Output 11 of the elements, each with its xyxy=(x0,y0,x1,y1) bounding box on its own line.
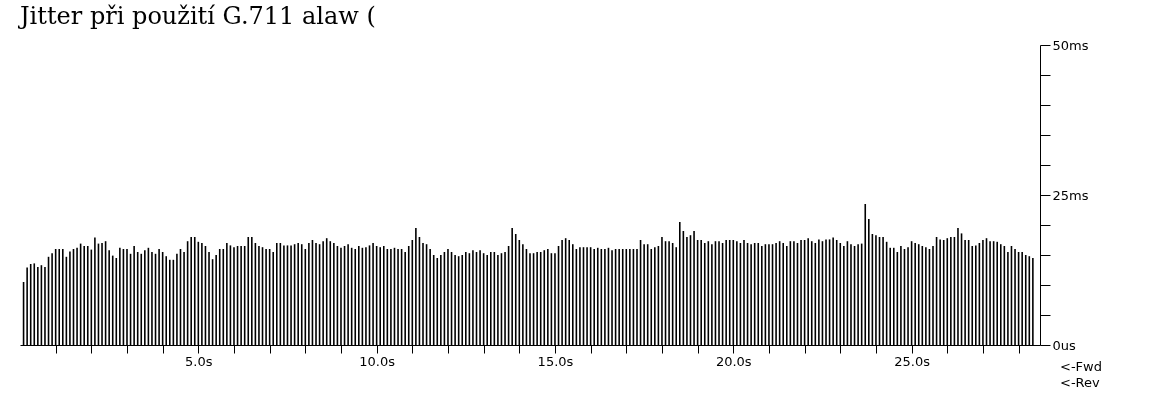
x-tick-label: 25.0s xyxy=(894,353,931,369)
x-tick-label: 5.0s xyxy=(185,353,213,369)
x-tick-label: 20.0s xyxy=(715,353,752,369)
x-tick-label: 10.0s xyxy=(359,353,396,369)
chart-title: Jitter při použití G.711 alaw ( xyxy=(17,2,376,30)
y-tick-label: 50ms xyxy=(1052,37,1089,53)
y-tick-label: 0us xyxy=(1052,337,1077,353)
y-tick-label: 25ms xyxy=(1052,187,1089,203)
text: <-Fwd xyxy=(1060,359,1102,374)
text: <-Rev xyxy=(1060,375,1101,390)
x-tick-label: 15.0s xyxy=(537,353,574,369)
